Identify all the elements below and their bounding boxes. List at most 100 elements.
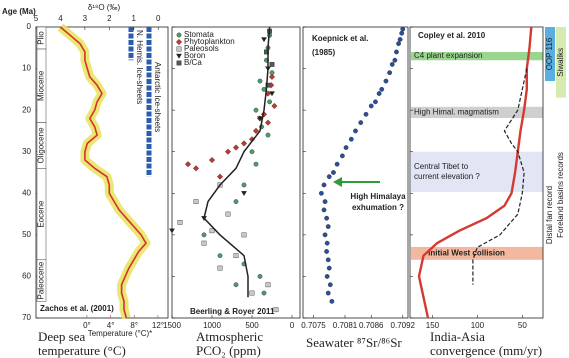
y-tick-label: 10 [22, 64, 31, 73]
point [368, 103, 374, 109]
x-tick-label: 100 [471, 321, 485, 330]
point [184, 161, 192, 168]
point [252, 127, 260, 135]
point [249, 149, 255, 155]
point [273, 307, 279, 313]
x-tick-label: 0.7092 [391, 321, 416, 330]
point [321, 207, 327, 213]
point [240, 140, 248, 147]
source: (1985) [312, 48, 335, 57]
period-band [411, 106, 543, 119]
y-tick-label: 70 [22, 313, 31, 322]
ice-sheet-label: Antarctic Ice-sheets [153, 62, 162, 132]
point [326, 174, 332, 180]
point [269, 62, 275, 67]
legend-label: Stomata [184, 30, 214, 39]
point [334, 161, 340, 167]
source: Beerling & Royer 2011 [190, 307, 275, 316]
x2-tick-label: 12° [152, 321, 164, 330]
point [321, 182, 327, 188]
point [326, 265, 332, 271]
point [387, 70, 393, 76]
panel-frame [302, 26, 409, 319]
band-label: C4 plant expansion [414, 51, 483, 60]
x2-tick-label: 0° [83, 321, 91, 330]
point [348, 136, 354, 142]
point [264, 119, 272, 126]
point [325, 224, 331, 229]
point [397, 37, 403, 42]
annotation: High Himalaya [350, 192, 406, 201]
panel-title: Atmospheric [196, 329, 263, 344]
point [383, 78, 389, 84]
point [241, 182, 247, 188]
point [324, 274, 330, 279]
record-bar [545, 27, 555, 82]
point [201, 232, 207, 238]
legend-label: Paleosols [184, 44, 219, 53]
line [59, 26, 147, 319]
x2-tick-label: 4° [107, 321, 115, 330]
point [217, 253, 223, 259]
x-tick-label: 2 [107, 14, 112, 23]
point [389, 62, 395, 67]
x-tick-label: 3 [83, 14, 88, 23]
point [267, 99, 272, 105]
point [224, 148, 232, 155]
point [265, 282, 271, 288]
point [373, 99, 378, 105]
point [257, 274, 263, 279]
panel-frame [171, 26, 301, 319]
point [327, 282, 333, 288]
point [269, 91, 275, 97]
annotation: exhumation ? [352, 203, 404, 212]
point [394, 49, 399, 55]
point [233, 199, 239, 205]
point [358, 120, 364, 126]
point [216, 173, 224, 180]
band-label: Central Tibet to [414, 162, 469, 171]
band-label: Initial West collision [428, 248, 505, 257]
point [233, 253, 239, 259]
panel-title: India-Asia [430, 329, 485, 344]
point [331, 170, 336, 175]
y-axis-label: Age (Ma) [2, 7, 36, 16]
point [265, 132, 271, 138]
x-tick-label: 0.7086 [359, 321, 384, 330]
point [399, 30, 405, 36]
point [261, 290, 267, 296]
y-tick-label: 20 [22, 105, 31, 114]
arrow-head [333, 177, 342, 187]
legend-marker [176, 53, 182, 59]
record-label: OOP 116 [545, 37, 554, 70]
point [233, 282, 239, 288]
legend-label: B/Ca [184, 58, 202, 67]
point [192, 165, 200, 172]
point [232, 144, 240, 151]
epoch-box [36, 259, 47, 302]
panel-frame [409, 26, 544, 319]
band-label: current elevation ? [414, 172, 480, 181]
x2-axis-label: Temperature (°C)* [88, 329, 153, 338]
y-tick-label: 0 [27, 22, 32, 31]
point [208, 156, 216, 164]
x-tick-label: 1 [132, 14, 137, 23]
point [271, 102, 278, 110]
point [392, 57, 398, 63]
y-tick-label: 30 [22, 147, 31, 156]
point [353, 128, 358, 134]
point [339, 153, 345, 159]
x-tick-label: 0.7081 [333, 321, 358, 330]
trend-line [203, 26, 271, 298]
point [318, 190, 324, 196]
point [257, 78, 263, 84]
panel-title: temperature (°C) [38, 343, 126, 358]
panel-frame [35, 26, 169, 319]
x-tick-label: 50 [518, 321, 527, 330]
point [225, 211, 231, 217]
point [241, 191, 247, 197]
x-tick-label: 0 [290, 321, 295, 330]
point [261, 37, 267, 43]
record-label: Siwaliks [556, 48, 565, 77]
